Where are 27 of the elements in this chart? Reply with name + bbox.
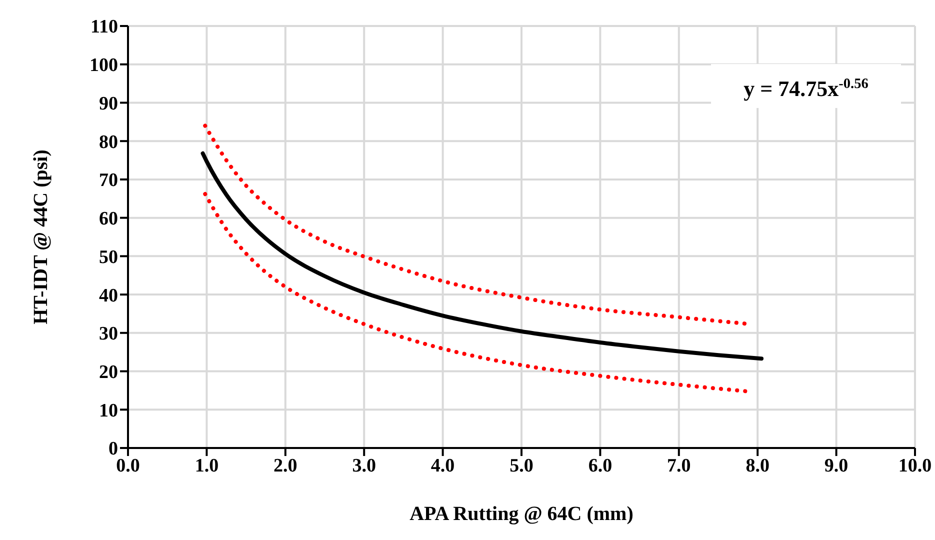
y-tick-label: 10 [99,400,118,422]
x-tick-label: 6.0 [588,455,612,476]
y-tick-label: 80 [99,132,118,153]
annotation: y = 74.75x$^{-0.56}$ [744,76,868,101]
x-tick-label: 0.0 [116,455,140,476]
x-tick-label: 5.0 [510,455,534,476]
y-tick-label: 70 [99,170,118,192]
x-tick-label: 8.0 [746,455,770,476]
y-tick-label: 40 [99,285,118,306]
y-tick-label: 100 [90,55,118,76]
y-tick-label: 90 [99,93,118,114]
x-tick-label: 4.0 [430,455,455,476]
y-tick-label: 20 [99,362,118,384]
y-tick-label: 60 [99,208,118,230]
x-tick-label: 3.0 [352,455,376,476]
x-axis-title: APA Rutting @ 64C (mm) [410,503,634,525]
y-tick-label: 110 [90,16,118,38]
x-tick-label: 1.0 [194,455,219,476]
x-tick-label: 2.0 [274,455,298,476]
x-tick-label: 9.0 [824,455,848,476]
y-tick-label: 50 [99,246,118,268]
line-series [200,151,764,361]
y-tick-label: 30 [99,324,118,345]
y-tick-label: 0 [108,438,118,460]
x-tick-label: 10.0 [898,455,932,476]
x-tick-label: 7.0 [667,455,691,476]
y-axis-title: HT-IDT @ 44C (psi) [30,150,52,324]
